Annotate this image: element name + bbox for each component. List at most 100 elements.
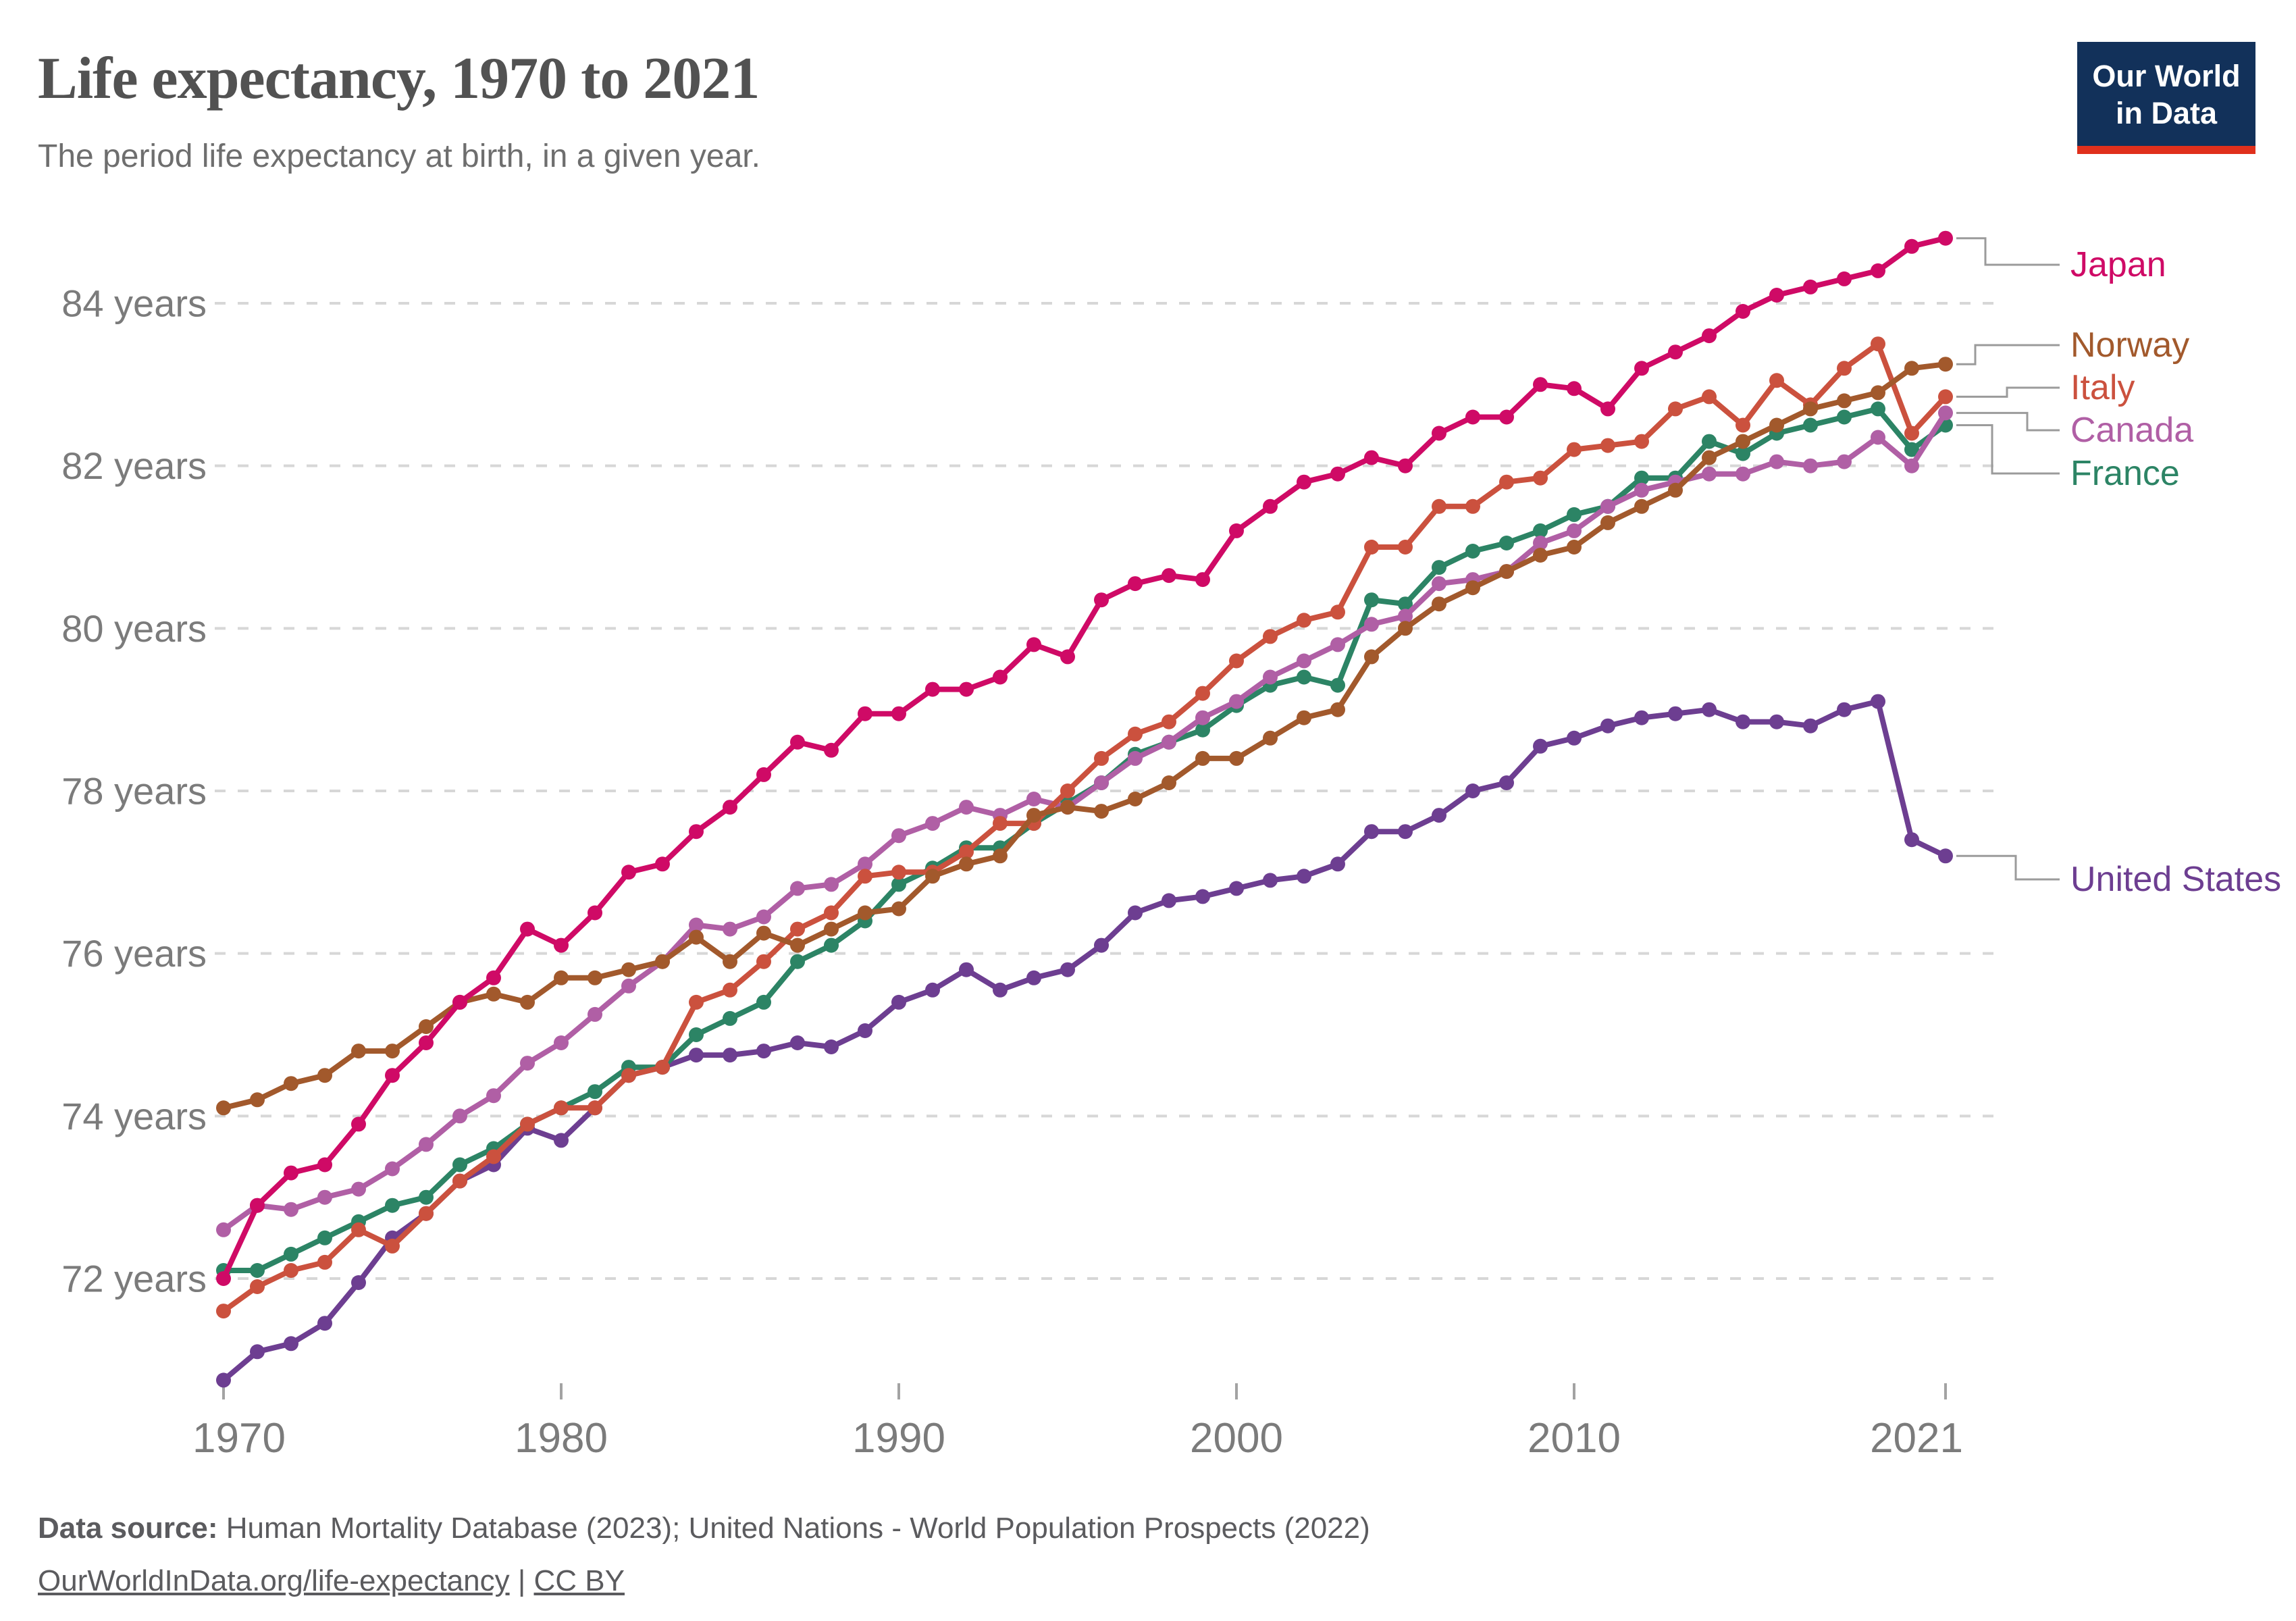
- data-point: [891, 994, 906, 1010]
- data-point: [723, 921, 737, 937]
- data-point: [824, 742, 839, 758]
- data-point: [1162, 775, 1176, 790]
- data-point: [250, 1279, 265, 1294]
- data-point: [588, 1084, 602, 1100]
- data-point: [1499, 409, 1514, 425]
- legend-label-italy[interactable]: Italy: [2070, 368, 2135, 407]
- data-point: [1026, 637, 1041, 652]
- y-tick-label-72: 72 years: [61, 1257, 207, 1300]
- data-point: [250, 1263, 265, 1278]
- legend-label-france[interactable]: France: [2070, 454, 2180, 493]
- legend-label-canada[interactable]: Canada: [2070, 411, 2193, 450]
- data-point: [1668, 344, 1683, 360]
- data-point: [1567, 507, 1582, 522]
- data-point: [1769, 714, 1784, 729]
- data-point: [1702, 328, 1717, 344]
- data-point: [824, 1039, 839, 1054]
- y-tick-label-80: 80 years: [61, 607, 207, 650]
- data-point: [1195, 750, 1210, 766]
- data-point: [891, 865, 906, 880]
- data-point: [959, 800, 974, 815]
- data-point: [1263, 498, 1278, 514]
- data-point: [925, 816, 940, 831]
- data-source-note: Data source: Human Mortality Database (2…: [38, 1512, 1370, 1545]
- data-point: [689, 824, 704, 840]
- data-point: [891, 706, 906, 721]
- data-point: [1567, 730, 1582, 746]
- data-point: [1162, 734, 1176, 750]
- data-point: [858, 706, 872, 721]
- data-point: [655, 954, 670, 969]
- data-point: [452, 1173, 467, 1189]
- data-point: [689, 929, 704, 945]
- data-point: [385, 1238, 400, 1254]
- data-point: [1229, 653, 1244, 669]
- data-point: [621, 865, 636, 880]
- owid-logo-line2: in Data: [2115, 95, 2218, 130]
- legend-label-norway[interactable]: Norway: [2070, 326, 2189, 365]
- data-point: [1567, 442, 1582, 457]
- data-point: [1094, 804, 1109, 819]
- data-point: [621, 962, 636, 977]
- data-point: [385, 1068, 400, 1083]
- data-point: [1837, 702, 1852, 717]
- data-point: [1297, 653, 1311, 669]
- series-japan: Japan: [216, 230, 2166, 1286]
- data-point: [1297, 474, 1311, 490]
- data-point: [1702, 389, 1717, 405]
- data-point: [790, 881, 805, 896]
- data-point: [891, 877, 906, 892]
- owid-logo[interactable]: Our World in Data: [2077, 42, 2255, 154]
- x-tick-label-1980: 1980: [515, 1415, 608, 1462]
- data-point: [588, 1006, 602, 1022]
- data-point: [1600, 515, 1615, 530]
- data-point: [351, 1116, 366, 1132]
- data-point: [824, 905, 839, 921]
- data-point: [1128, 726, 1143, 742]
- data-point: [1297, 669, 1311, 685]
- data-point: [959, 844, 974, 860]
- data-point: [1297, 869, 1311, 884]
- data-point: [1060, 800, 1075, 815]
- x-tick-label-2021: 2021: [1870, 1415, 1963, 1462]
- data-point: [1499, 474, 1514, 490]
- data-point: [351, 1222, 366, 1237]
- data-point: [1094, 592, 1109, 608]
- data-point: [520, 994, 535, 1010]
- data-point: [486, 1088, 501, 1104]
- y-tick-label-74: 74 years: [61, 1095, 207, 1137]
- data-point: [1465, 544, 1480, 559]
- data-point: [1634, 434, 1649, 449]
- data-point: [1364, 824, 1379, 840]
- data-point: [858, 905, 872, 921]
- data-point: [1229, 750, 1244, 766]
- cc-by-link[interactable]: CC BY: [533, 1564, 625, 1597]
- legend-label-united-states[interactable]: United States: [2070, 860, 2281, 899]
- data-point: [317, 1316, 332, 1331]
- data-point: [1297, 710, 1311, 725]
- series-canada: Canada: [216, 405, 2193, 1237]
- data-point: [1871, 385, 1885, 401]
- data-point: [1567, 523, 1582, 538]
- legend-label-japan[interactable]: Japan: [2070, 245, 2166, 284]
- data-point: [1432, 808, 1446, 823]
- data-point: [554, 970, 569, 985]
- data-point: [790, 1035, 805, 1050]
- data-point: [621, 978, 636, 994]
- data-point: [1871, 430, 1885, 445]
- data-point: [1533, 536, 1548, 550]
- series-line: [221, 341, 1948, 1314]
- data-point: [284, 1263, 298, 1278]
- data-point: [1229, 523, 1244, 538]
- data-point: [1769, 454, 1784, 469]
- data-point: [824, 921, 839, 937]
- data-point: [1026, 970, 1041, 985]
- data-point: [723, 1048, 737, 1063]
- legend-connector: [1956, 386, 2060, 398]
- data-point: [1263, 730, 1278, 746]
- data-point: [1871, 694, 1885, 709]
- owid-url-link[interactable]: OurWorldInData.org/life-expectancy: [38, 1564, 510, 1597]
- data-point: [216, 1372, 231, 1388]
- data-point: [250, 1092, 265, 1108]
